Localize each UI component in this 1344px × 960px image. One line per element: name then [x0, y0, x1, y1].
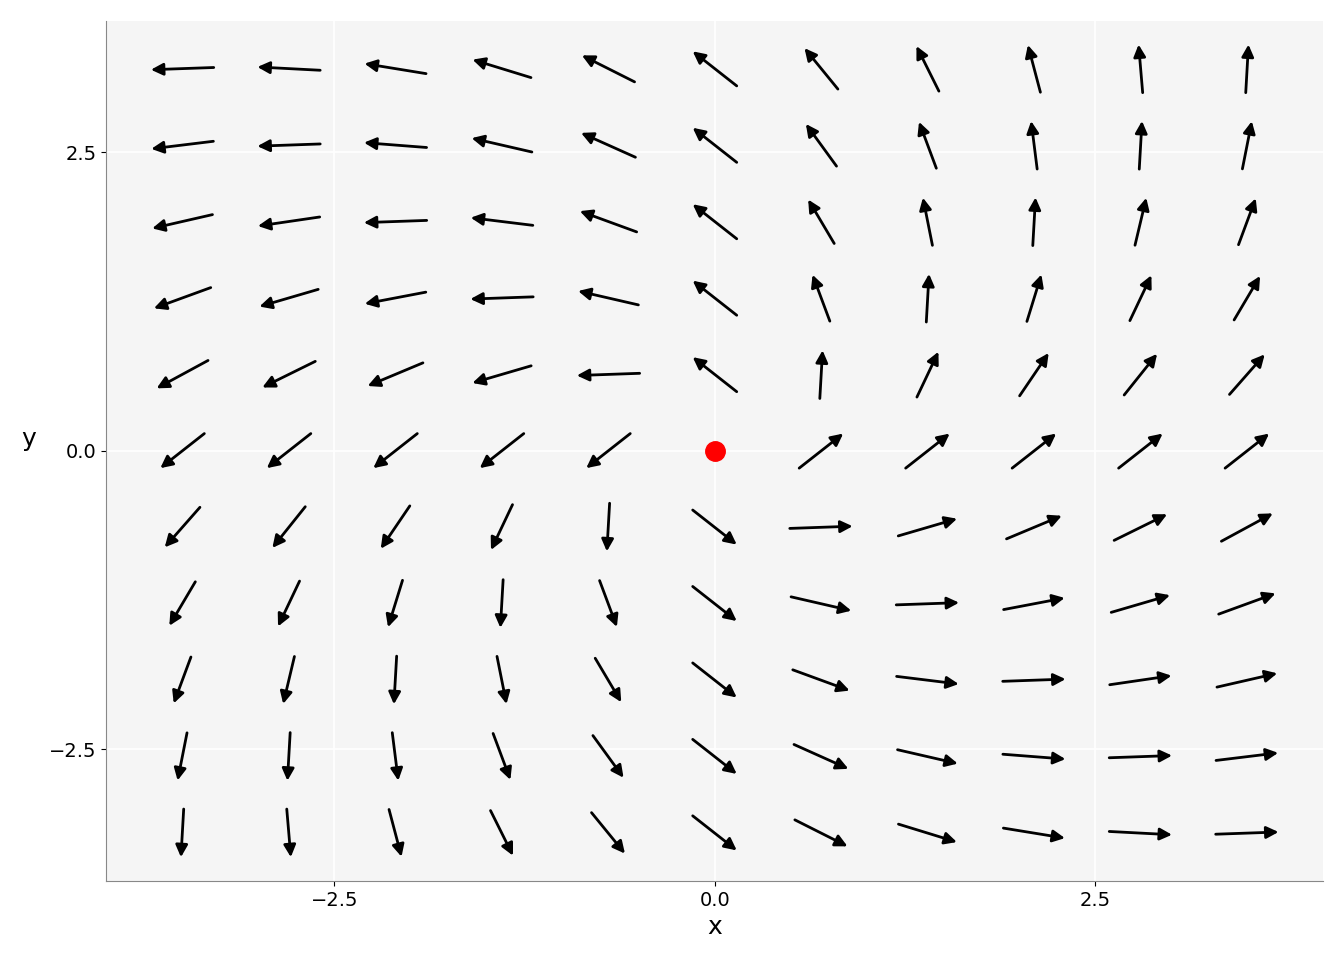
- Y-axis label: y: y: [22, 427, 35, 451]
- X-axis label: x: x: [707, 915, 722, 939]
